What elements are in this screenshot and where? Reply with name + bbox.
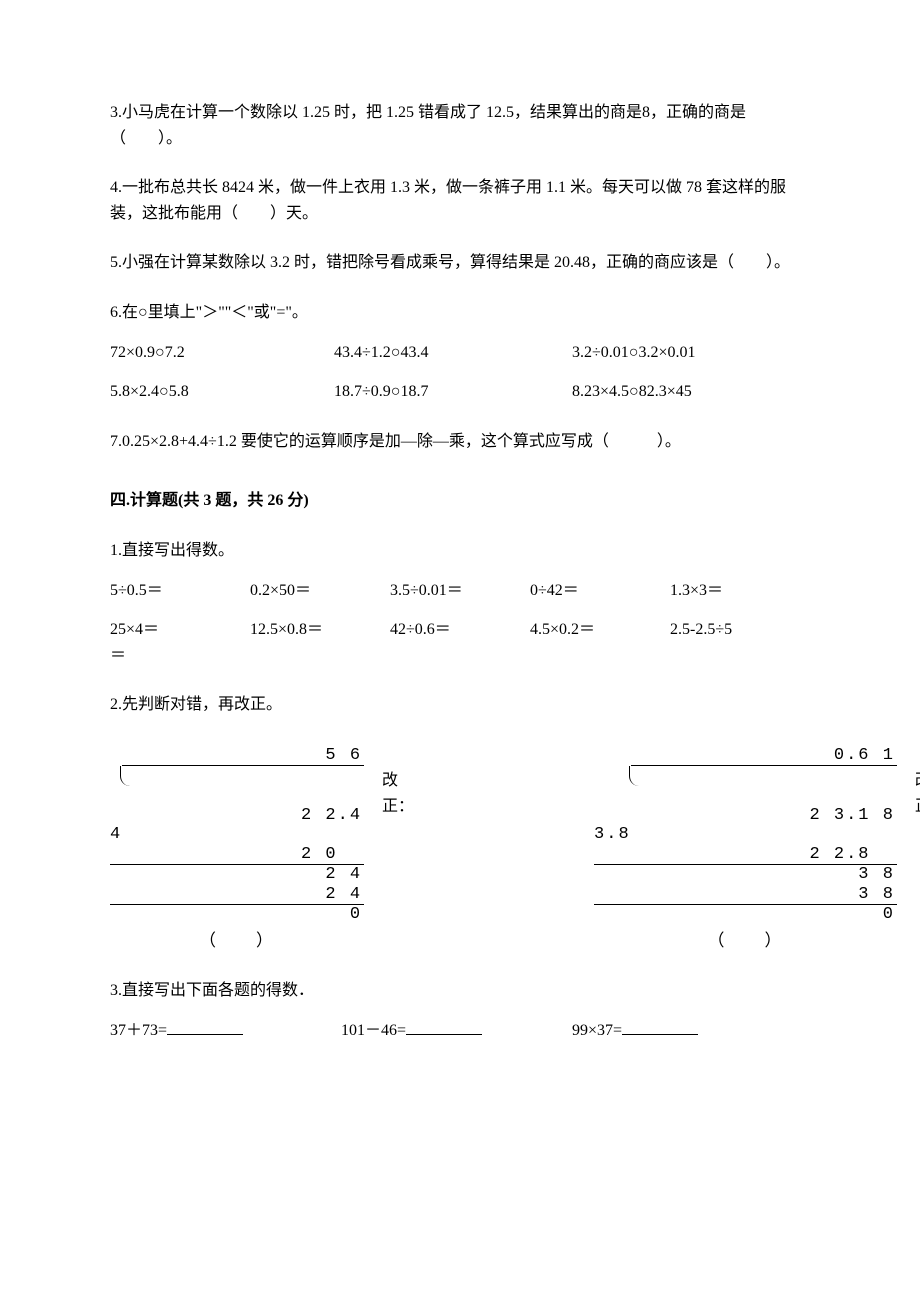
q6-r1-c2: 43.4÷1.2○43.4 — [334, 340, 572, 366]
s4-q3-r1-c3: 99×37= — [572, 1018, 803, 1044]
section-4-header: 四.计算题(共 3 题，共 26 分) — [110, 488, 810, 514]
s4-q3-r1-c1: 37＋73= — [110, 1018, 341, 1044]
q6-r1-c3: 3.2÷0.01○3.2×0.01 — [572, 340, 810, 366]
long-division-row: 4 5 6 2 2.4 2 0 2 4 2 4 0 （ ） 改正： — [110, 746, 810, 950]
s4-q1-row2-cont: ＝ — [110, 643, 810, 669]
question-6-stem: 6.在○里填上"＞""＜"或"="。 — [110, 304, 308, 321]
ld2-quotient: 0.6 1 — [631, 746, 897, 766]
ld2-step1: 2 2.8 — [594, 845, 897, 866]
ld2-dividend-text: 2 3.1 8 — [809, 806, 894, 825]
s4-q1-stem: 1.直接写出得数。 — [110, 542, 234, 559]
s4-q1-r1-c4: 0÷42＝ — [530, 578, 670, 604]
ld1-correct-label: 改正： — [382, 768, 414, 819]
s4-q1-r2-c2: 12.5×0.8＝ — [250, 617, 390, 643]
q6-r2-c1: 5.8×2.4○5.8 — [110, 379, 334, 405]
s4-q1-r2-c4: 4.5×0.2＝ — [530, 617, 670, 643]
ld1-paren: （ ） — [110, 931, 364, 951]
ld2-divisor: 3.8 — [594, 825, 631, 845]
ld1-dividend-text: 2 2.4 — [301, 806, 362, 825]
question-4-text: 4.一批布总共长 8424 米，做一件上衣用 1.3 米，做一条裤子用 1.1 … — [110, 179, 786, 222]
s4-q1-r2-c3: 42÷0.6＝ — [390, 617, 530, 643]
s4-q1-r2-c1: 25×4＝ — [110, 617, 250, 643]
ld2-step3: 3 8 — [594, 885, 897, 906]
ld2-correct-label: 改正： — [915, 768, 920, 819]
s4-q1-r2-c5: 2.5-2.5÷5 — [670, 617, 810, 643]
blank-line — [622, 1034, 698, 1035]
s4-q1-row1: 5÷0.5＝ 0.2×50＝ 3.5÷0.01＝ 0÷42＝ 1.3×3＝ — [110, 578, 810, 604]
s4-q1-row2: 25×4＝ 12.5×0.8＝ 42÷0.6＝ 4.5×0.2＝ 2.5-2.5… — [110, 617, 810, 643]
question-7: 7.0.25×2.8+4.4÷1.2 要使它的运算顺序是加—除—乘，这个算式应写… — [110, 429, 810, 455]
ld2-step2: 3 8 — [594, 865, 897, 885]
blank-line — [167, 1034, 243, 1035]
s4-q3-r1-c3-text: 99×37= — [572, 1022, 622, 1039]
question-6: 6.在○里填上"＞""＜"或"="。 72×0.9○7.2 43.4÷1.2○4… — [110, 300, 810, 405]
ld2-rem: 0 — [594, 905, 897, 925]
ld1-dividend: 2 2.4 — [122, 765, 364, 844]
s4-question-2: 2.先判断对错，再改正。 4 5 6 2 2.4 2 0 2 4 — [110, 692, 810, 950]
ld1-rem: 0 — [110, 905, 364, 925]
s4-question-3: 3.直接写出下面各题的得数． 37＋73= 101－46= 99×37= — [110, 978, 810, 1043]
question-7-text: 7.0.25×2.8+4.4÷1.2 要使它的运算顺序是加—除—乘，这个算式应写… — [110, 433, 681, 450]
s4-q1-r1-c3: 3.5÷0.01＝ — [390, 578, 530, 604]
s4-q1-r2cont: ＝ — [110, 643, 126, 669]
ld2-curve — [629, 766, 639, 786]
ld2-body: 3.8 0.6 1 2 3.1 8 2 2.8 3 8 3 8 0 （ ） — [594, 746, 897, 950]
s4-q2-stem: 2.先判断对错，再改正。 — [110, 696, 282, 713]
blank-line — [406, 1034, 482, 1035]
ld2-dividend: 2 3.1 8 — [631, 765, 897, 844]
s4-q3-r1-c1-text: 37＋73= — [110, 1022, 167, 1039]
ld1-curve — [120, 766, 130, 786]
s4-q1-r1-c2: 0.2×50＝ — [250, 578, 390, 604]
question-3-text: 3.小马虎在计算一个数除以 1.25 时，把 1.25 错看成了 12.5，结果… — [110, 104, 746, 147]
ld1-quotient: 5 6 — [122, 746, 364, 766]
question-3: 3.小马虎在计算一个数除以 1.25 时，把 1.25 错看成了 12.5，结果… — [110, 100, 810, 151]
question-6-row2: 5.8×2.4○5.8 18.7÷0.9○18.7 8.23×4.5○82.3×… — [110, 379, 810, 405]
long-division-1: 4 5 6 2 2.4 2 0 2 4 2 4 0 （ ） 改正： — [110, 746, 414, 950]
q6-r2-c3: 8.23×4.5○82.3×45 — [572, 379, 810, 405]
ld1-divisor: 4 — [110, 825, 122, 845]
q6-r2-c2: 18.7÷0.9○18.7 — [334, 379, 572, 405]
ld2-paren: （ ） — [594, 931, 897, 951]
s4-q1-r1-c5: 1.3×3＝ — [670, 578, 810, 604]
s4-q3-r1-c2-text: 101－46= — [341, 1022, 406, 1039]
s4-q1-r1-c1: 5÷0.5＝ — [110, 578, 250, 604]
s4-question-1: 1.直接写出得数。 5÷0.5＝ 0.2×50＝ 3.5÷0.01＝ 0÷42＝… — [110, 538, 810, 668]
ld1-step3: 2 4 — [110, 885, 364, 906]
s4-q3-stem: 3.直接写出下面各题的得数． — [110, 982, 314, 999]
ld1-step2: 2 4 — [110, 865, 364, 885]
question-6-row1: 72×0.9○7.2 43.4÷1.2○43.4 3.2÷0.01○3.2×0.… — [110, 340, 810, 366]
s4-q3-r1-c2: 101－46= — [341, 1018, 572, 1044]
long-division-2: 3.8 0.6 1 2 3.1 8 2 2.8 3 8 3 8 0 （ ） — [594, 746, 920, 950]
q6-r1-c1: 72×0.9○7.2 — [110, 340, 334, 366]
ld1-body: 4 5 6 2 2.4 2 0 2 4 2 4 0 （ ） — [110, 746, 364, 950]
question-4: 4.一批布总共长 8424 米，做一件上衣用 1.3 米，做一条裤子用 1.1 … — [110, 175, 810, 226]
s4-q3-row1: 37＋73= 101－46= 99×37= — [110, 1018, 810, 1044]
question-5: 5.小强在计算某数除以 3.2 时，错把除号看成乘号，算得结果是 20.48，正… — [110, 250, 810, 276]
ld1-step1: 2 0 — [110, 845, 364, 866]
question-5-text: 5.小强在计算某数除以 3.2 时，错把除号看成乘号，算得结果是 20.48，正… — [110, 254, 790, 271]
